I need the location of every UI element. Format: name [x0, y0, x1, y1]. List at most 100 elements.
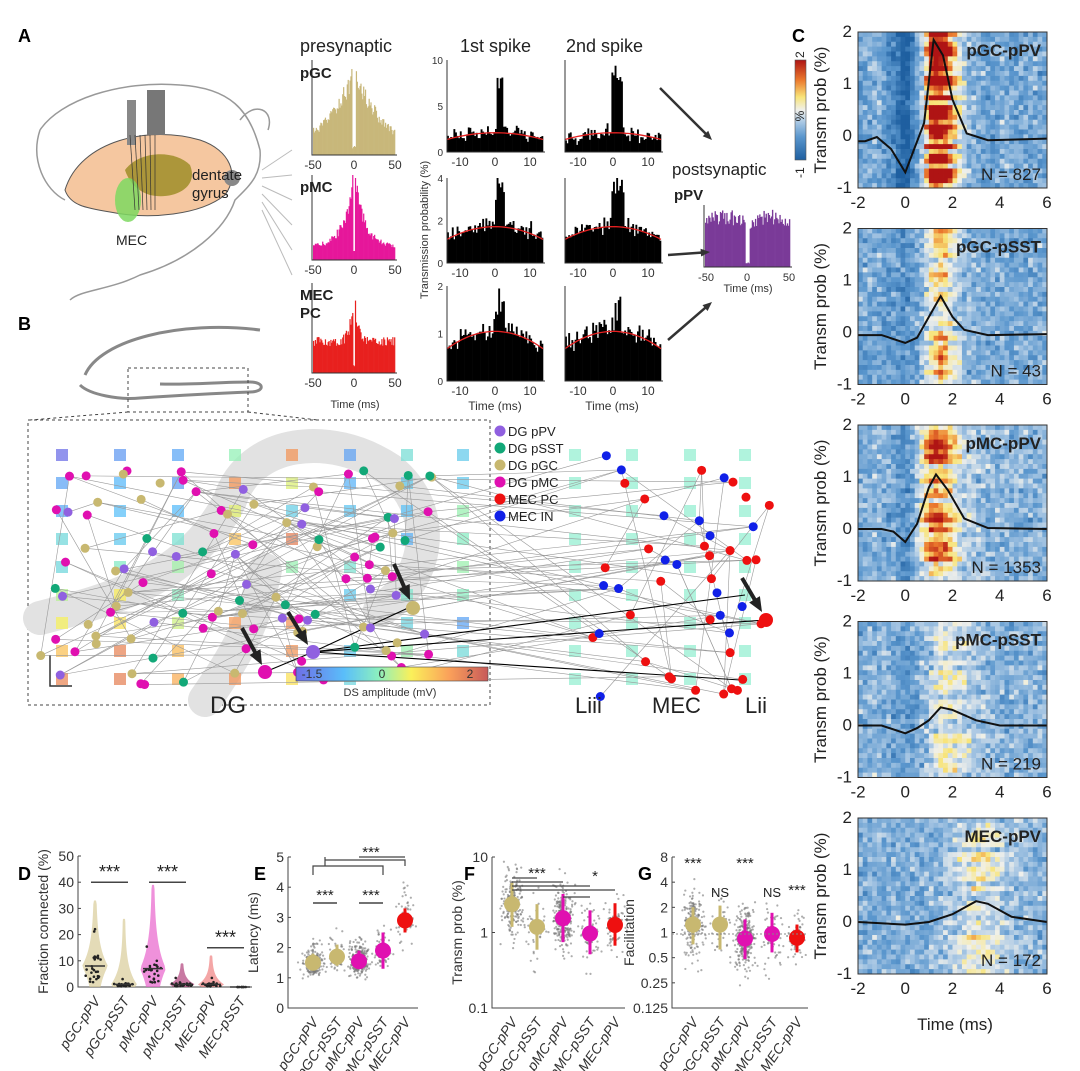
ds-amplitude-colorbar: [295, 666, 489, 682]
autocorrelogram-1-bar: [382, 243, 384, 260]
ccg-0-1-bar: [622, 127, 625, 152]
autocorrelogram-2-bar: [354, 300, 357, 373]
heatmap-cell: [943, 488, 949, 494]
heatmap-cell: [995, 282, 1001, 288]
connection-line: [97, 502, 762, 625]
heatmap-cell: [1004, 296, 1010, 303]
heatmap-cell: [900, 507, 906, 514]
heatmap-cell: [1032, 488, 1038, 494]
ccg-0-1-bar: [630, 127, 633, 152]
heatmap-cell: [952, 365, 958, 371]
ccg-2-0-bar: [528, 335, 531, 381]
heatmap-cell: [952, 56, 958, 62]
heatmap-cell: [1004, 321, 1010, 327]
heatmap-cell: [928, 335, 934, 342]
heatmap-cell: [1042, 168, 1048, 174]
heatmap-cell: [891, 546, 897, 553]
heatmap-cell: [1009, 114, 1015, 121]
heatmap-cell: [966, 512, 972, 519]
heatmap-cell: [872, 316, 878, 322]
post-autocorrelogram-bar: [742, 215, 744, 267]
heatmap-cell: [947, 326, 953, 332]
heatmap-cell: [943, 379, 949, 385]
x-tick: -2: [850, 390, 865, 409]
heatmap-cell: [914, 248, 920, 254]
heatmap-cell: [1023, 374, 1029, 381]
heatmap-cell: [999, 551, 1005, 558]
heatmap-cell: [928, 248, 934, 254]
heatmap-cell: [1023, 85, 1029, 91]
heatmap-cell: [928, 374, 934, 381]
heatmap-cell: [886, 311, 892, 317]
heatmap-cell: [881, 379, 887, 385]
heatmap-cell: [976, 119, 982, 126]
heatmap-cell: [1013, 444, 1020, 450]
heatmap-cell: [914, 355, 920, 361]
heatmap-cell: [999, 228, 1005, 234]
heatmap-cell: [971, 158, 977, 165]
heatmap-cell: [919, 139, 925, 145]
heatmap-cell: [966, 483, 972, 489]
neuron-dg-pgc: [136, 494, 146, 504]
ccg-1-1-bar: [584, 227, 587, 263]
heatmap-cell: [900, 546, 906, 553]
heatmap-cell: [961, 350, 968, 356]
heatmap-cell: [895, 468, 901, 475]
heatmap-cell: [1018, 178, 1024, 184]
heatmap-cell: [952, 287, 958, 293]
ccg-2-1-bar: [587, 338, 590, 381]
heatmap-cell: [924, 374, 930, 381]
autocorrelogram-2-bar: [347, 331, 349, 373]
heatmap-cell: [990, 248, 996, 254]
autocorrelogram-0-bar: [344, 96, 347, 155]
heatmap-cell: [985, 306, 991, 312]
heatmap-cell: [895, 439, 901, 445]
heatmap-cell: [858, 546, 864, 553]
heatmap-cell: [985, 41, 991, 48]
heatmap-cell: [1042, 468, 1048, 475]
heatmap-cell: [976, 282, 982, 288]
highlighted-connection: [312, 594, 746, 653]
heatmap-cell: [1023, 173, 1029, 179]
recording-site: [684, 673, 696, 685]
connection-line: [621, 469, 672, 679]
heatmap-cell: [1009, 51, 1015, 57]
heatmap-cell: [971, 493, 977, 499]
heatmap-cell: [895, 488, 901, 494]
heatmap-cell: [1042, 326, 1048, 332]
pathway-arrow-head: [295, 629, 308, 645]
heatmap-cell: [872, 124, 878, 130]
heatmap-cell: [924, 178, 930, 184]
heatmap-cell: [919, 335, 925, 342]
heatmap-cell: [924, 144, 930, 150]
heatmap-cell: [995, 291, 1001, 298]
heatmap-cell: [1018, 301, 1024, 307]
heatmap-cell: [1018, 556, 1024, 562]
heatmap-cell: [891, 282, 897, 288]
heatmap-cell: [1032, 71, 1038, 77]
autocorrelogram-1-bar: [313, 245, 315, 260]
heatmap-cell: [1042, 32, 1048, 38]
heatmap-cell: [971, 287, 977, 293]
heatmap-cell: [1009, 90, 1015, 96]
heatmap-cell: [957, 100, 963, 106]
heatmap-cell: [905, 149, 911, 155]
heatmap-cell: [891, 238, 897, 244]
ccg-2-1-bar: [646, 335, 649, 381]
heatmap-cell: [1028, 56, 1034, 62]
heatmap-cell: [1004, 129, 1010, 135]
heatmap-cell: [862, 556, 868, 562]
ccg-0-0-bar: [474, 136, 477, 152]
autocorrelogram-2-bar: [363, 341, 365, 373]
heatmap-cell: [909, 379, 916, 385]
heatmap-cell: [1037, 51, 1043, 57]
heatmap-cell: [909, 46, 916, 52]
heatmap-cell: [1009, 243, 1015, 249]
heatmap-cell: [1009, 483, 1015, 489]
heatmap-cell: [872, 374, 878, 381]
heatmap-cell: [1018, 439, 1024, 445]
heatmap-cell: [1009, 238, 1015, 244]
heatmap-cell: [876, 527, 883, 533]
ccg-1-0-bar: [514, 231, 517, 263]
heatmap-cell: [938, 100, 944, 106]
